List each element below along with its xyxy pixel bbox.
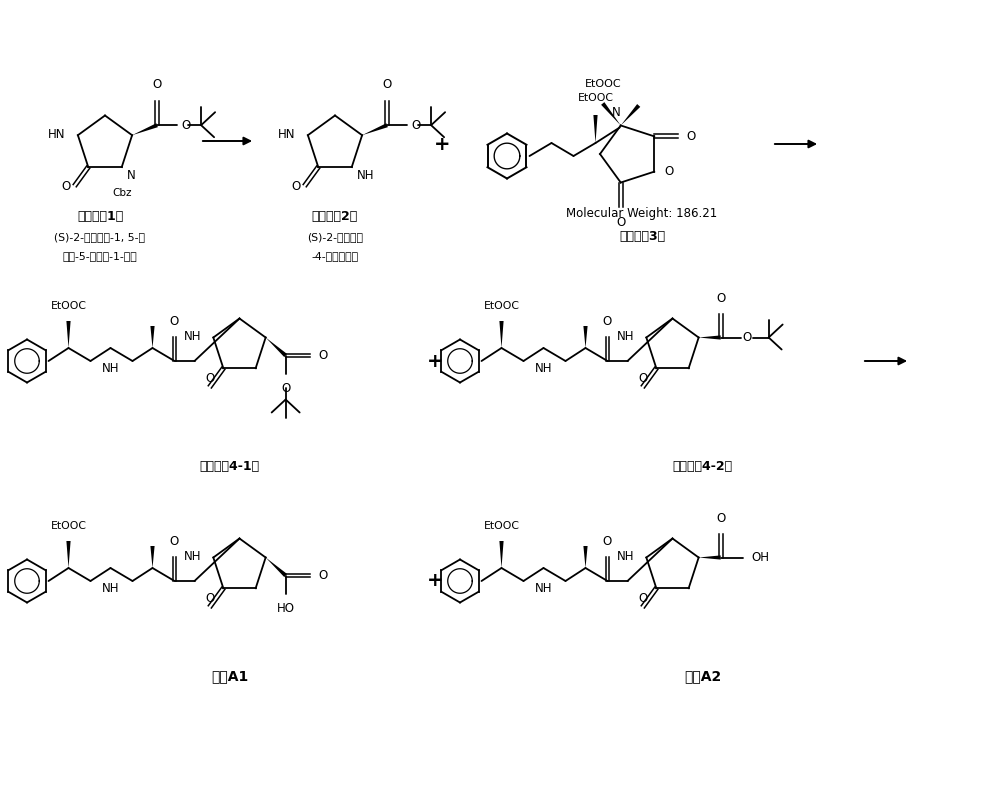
Text: O: O xyxy=(170,535,179,548)
Text: O: O xyxy=(716,512,725,525)
Text: 羧酸-5-叔丁酯-1-苄酯: 羧酸-5-叔丁酯-1-苄酯 xyxy=(63,251,137,261)
Text: O: O xyxy=(638,592,647,605)
Text: O: O xyxy=(382,78,392,92)
Text: NH: NH xyxy=(535,362,552,375)
Polygon shape xyxy=(362,123,388,135)
Text: EtOOC: EtOOC xyxy=(50,521,87,531)
Text: O: O xyxy=(686,130,696,142)
Text: NH: NH xyxy=(184,330,201,343)
Polygon shape xyxy=(266,557,287,577)
Polygon shape xyxy=(266,338,287,357)
Text: (S)-2-氧咪唑啉: (S)-2-氧咪唑啉 xyxy=(307,232,363,242)
Text: EtOOC: EtOOC xyxy=(577,93,613,103)
Text: NH: NH xyxy=(357,169,374,182)
Text: 化合物（3）: 化合物（3） xyxy=(619,229,665,243)
Text: O: O xyxy=(616,216,625,228)
Text: NH: NH xyxy=(184,550,201,563)
Polygon shape xyxy=(621,104,640,126)
Text: O: O xyxy=(603,535,612,548)
Text: 杂质A1: 杂质A1 xyxy=(211,669,248,683)
Text: OH: OH xyxy=(752,551,770,564)
Polygon shape xyxy=(499,321,504,348)
Polygon shape xyxy=(593,115,598,143)
Text: +: + xyxy=(427,572,443,591)
Text: O: O xyxy=(152,78,162,92)
Text: O: O xyxy=(205,372,214,384)
Text: NH: NH xyxy=(102,362,119,375)
Text: 化合物（2）: 化合物（2） xyxy=(312,209,358,223)
Text: +: + xyxy=(427,352,443,370)
Text: O: O xyxy=(411,119,420,131)
Polygon shape xyxy=(150,546,155,568)
Text: N: N xyxy=(127,169,136,182)
Polygon shape xyxy=(499,541,504,568)
Polygon shape xyxy=(699,335,721,340)
Polygon shape xyxy=(66,541,71,568)
Text: O: O xyxy=(281,381,290,395)
Polygon shape xyxy=(699,556,721,560)
Text: O: O xyxy=(664,165,674,178)
Text: 化合物（4-1）: 化合物（4-1） xyxy=(199,459,260,473)
Text: O: O xyxy=(638,372,647,384)
Text: +: + xyxy=(434,135,450,154)
Text: HO: HO xyxy=(277,602,295,615)
Polygon shape xyxy=(583,326,588,348)
Text: 化合物（4-2）: 化合物（4-2） xyxy=(672,459,733,473)
Text: O: O xyxy=(61,180,71,193)
Text: O: O xyxy=(319,569,328,582)
Text: EtOOC: EtOOC xyxy=(483,521,520,531)
Text: EtOOC: EtOOC xyxy=(483,301,520,311)
Text: N: N xyxy=(612,107,621,119)
Text: O: O xyxy=(181,119,190,131)
Text: Cbz: Cbz xyxy=(112,188,132,198)
Text: Molecular Weight: 186.21: Molecular Weight: 186.21 xyxy=(566,208,718,220)
Polygon shape xyxy=(150,326,155,348)
Text: EtOOC: EtOOC xyxy=(584,80,621,89)
Text: 化合物（1）: 化合物（1） xyxy=(77,209,123,223)
Text: O: O xyxy=(170,315,179,328)
Text: O: O xyxy=(291,180,301,193)
Text: O: O xyxy=(205,592,214,605)
Text: NH: NH xyxy=(102,582,119,595)
Text: HN: HN xyxy=(47,127,65,141)
Text: HN: HN xyxy=(277,127,295,141)
Text: NH: NH xyxy=(617,550,634,563)
Polygon shape xyxy=(601,102,621,126)
Polygon shape xyxy=(66,321,71,348)
Text: NH: NH xyxy=(617,330,634,343)
Text: (S)-2-氧咪唑啉-1, 5-二: (S)-2-氧咪唑啉-1, 5-二 xyxy=(54,232,146,242)
Text: O: O xyxy=(743,331,752,344)
Polygon shape xyxy=(132,123,158,135)
Text: EtOOC: EtOOC xyxy=(50,301,87,311)
Polygon shape xyxy=(583,546,588,568)
Text: O: O xyxy=(319,349,328,362)
Text: -4-羧酸叔丁酯: -4-羧酸叔丁酯 xyxy=(311,251,359,261)
Text: O: O xyxy=(716,291,725,305)
Text: 杂质A2: 杂质A2 xyxy=(684,669,721,683)
Text: NH: NH xyxy=(535,582,552,595)
Text: O: O xyxy=(603,315,612,328)
